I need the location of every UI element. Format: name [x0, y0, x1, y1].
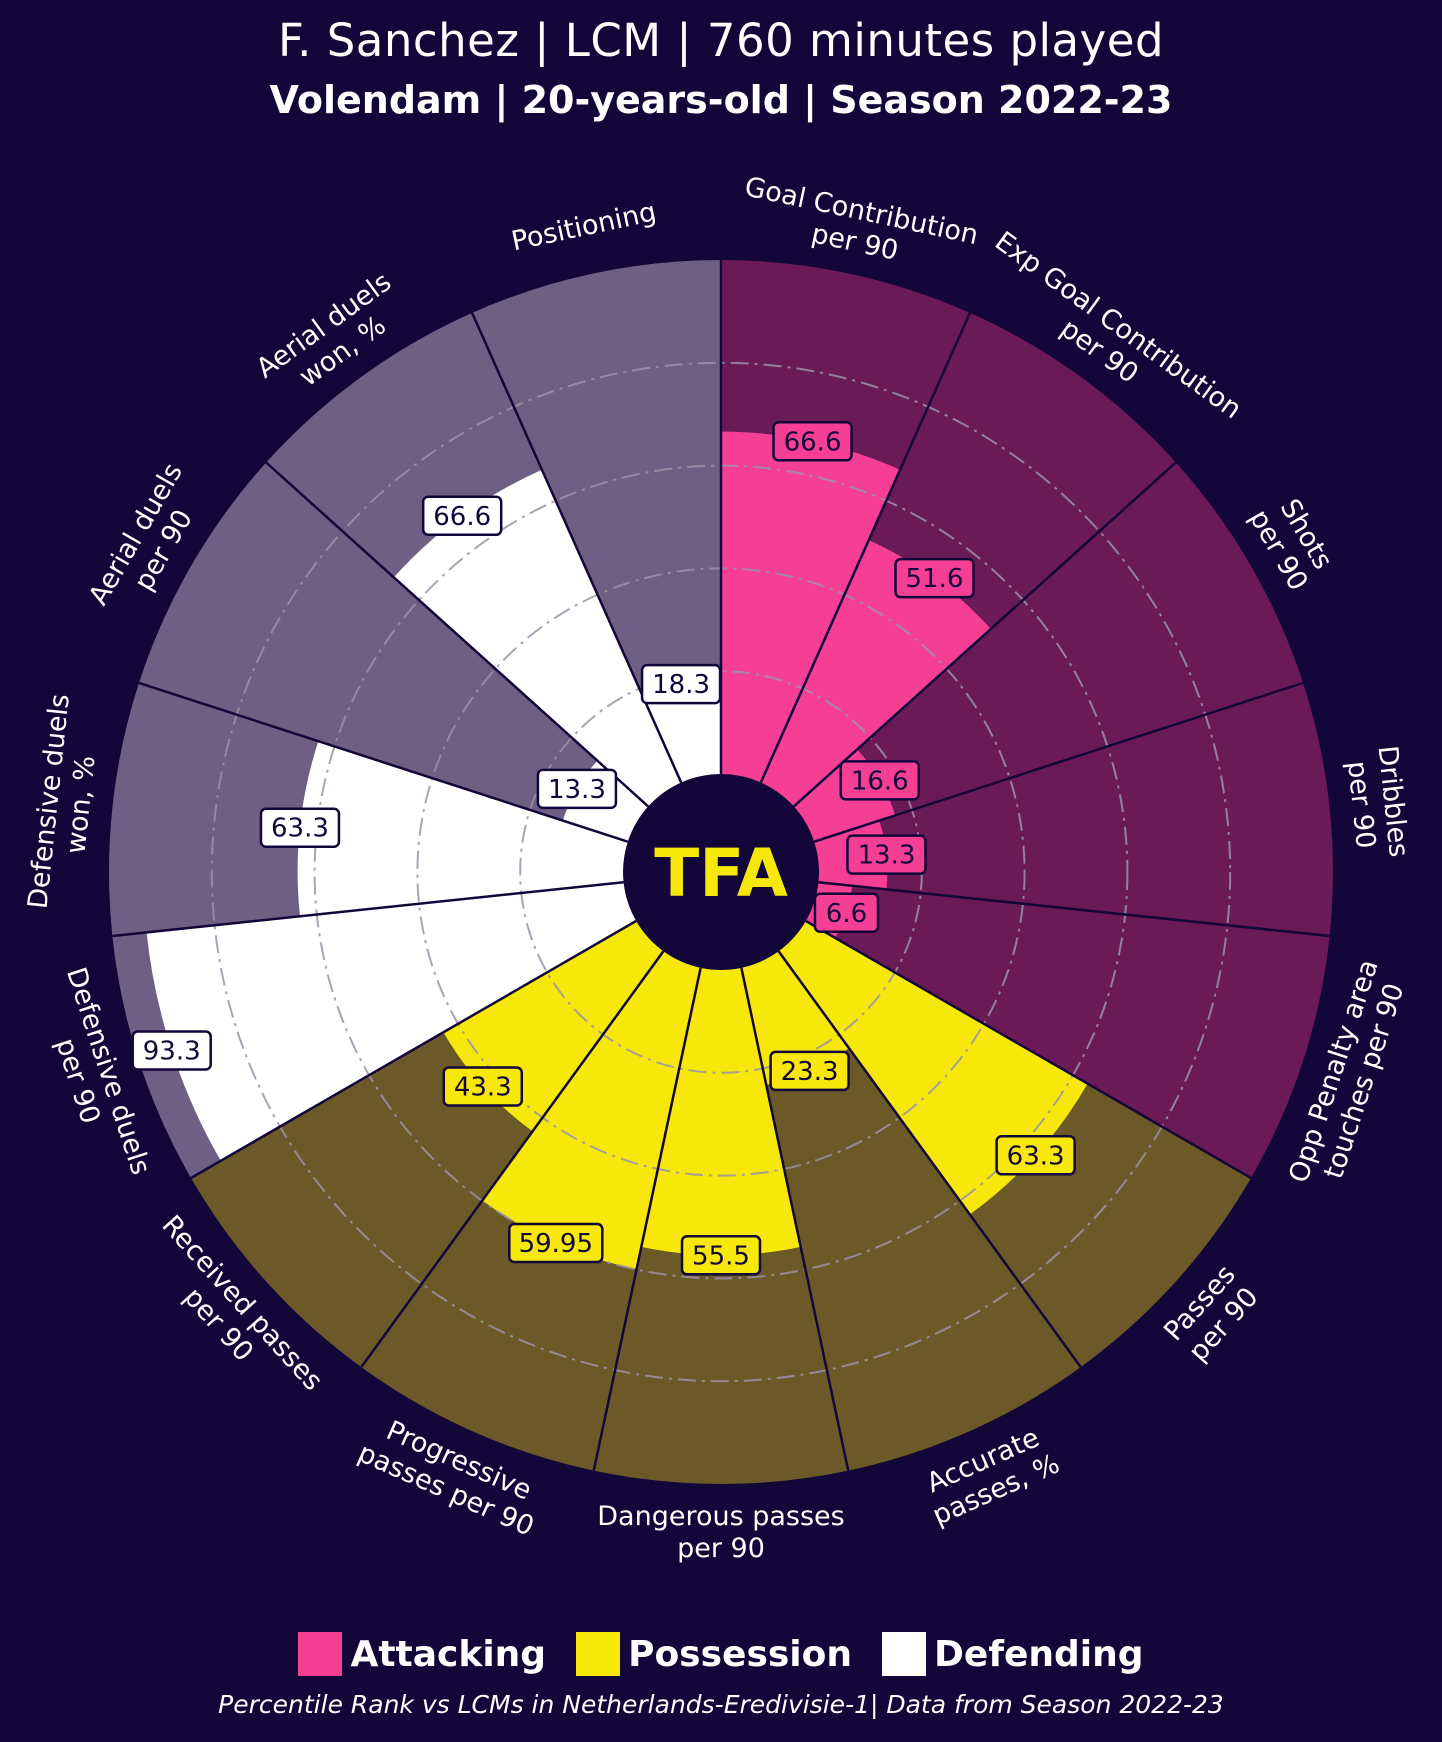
background-wedge — [805, 882, 1330, 1178]
footer-note: Percentile Rank vs LCMs in Netherlands-E… — [218, 1690, 1224, 1719]
value-label: 63.3 — [1007, 1141, 1065, 1171]
value-label: 13.3 — [548, 775, 606, 805]
separator-line — [265, 461, 650, 808]
value-bar — [297, 741, 628, 917]
legend-label-attacking: Attacking — [350, 1633, 547, 1675]
chart-title: F. Sanchez | LCM | 760 minutes played — [277, 14, 1165, 67]
value-label-box — [508, 1222, 604, 1264]
separator-line — [190, 919, 637, 1180]
category-label: Dribblesper 90 — [1340, 744, 1414, 862]
value-label: 43.3 — [454, 1072, 512, 1102]
value-label-box — [680, 1235, 762, 1276]
value-label: 13.3 — [858, 841, 916, 871]
value-label: 51.6 — [906, 564, 964, 594]
value-label: 55.5 — [692, 1241, 750, 1271]
category-label: Positioning — [509, 196, 659, 257]
category-label-line: Positioning — [509, 196, 659, 257]
value-label: 16.6 — [851, 766, 909, 796]
separator-line — [592, 967, 702, 1471]
value-bar — [760, 540, 991, 807]
value-label-box — [894, 557, 975, 599]
value-label-box — [259, 807, 341, 848]
grid-circle — [210, 361, 1232, 1383]
background-wedge — [472, 260, 721, 783]
legend-swatch-attacking — [298, 1632, 343, 1676]
value-bar — [641, 967, 801, 1256]
value-label-box — [846, 834, 927, 875]
legend: Attacking Possession Defending — [0, 1632, 1442, 1676]
separator-line — [805, 919, 1252, 1180]
value-bar — [393, 469, 682, 807]
legend-item-possession: Possession — [576, 1632, 852, 1676]
value-label-box — [536, 768, 618, 810]
value-label: 23.3 — [781, 1057, 839, 1087]
separator-line — [740, 967, 850, 1471]
value-label-box — [813, 892, 880, 934]
value-label: 63.3 — [271, 814, 329, 844]
value-label: 18.3 — [652, 670, 710, 700]
legend-label-defending: Defending — [934, 1633, 1144, 1675]
separator-line — [112, 881, 624, 938]
legend-label-possession: Possession — [628, 1633, 853, 1675]
value-label-box — [772, 421, 853, 462]
separator-line — [759, 312, 972, 783]
separator-line — [818, 881, 1330, 938]
category-label-line: Dangerous passes — [597, 1501, 844, 1532]
category-label: Defensive duelswon, % — [23, 692, 108, 913]
separator-line — [138, 681, 629, 843]
background-wedge — [138, 462, 649, 842]
background-wedge — [814, 682, 1333, 936]
value-label: 93.3 — [143, 1036, 201, 1066]
legend-swatch-possession — [576, 1632, 621, 1676]
value-label-box — [442, 1066, 524, 1107]
category-label-line: per 90 — [677, 1533, 765, 1564]
category-label: Dangerous passes per 90 — [597, 1501, 844, 1564]
value-label-box — [995, 1135, 1076, 1176]
value-label-box — [131, 1030, 212, 1071]
value-bar — [721, 431, 901, 783]
value-label: 6.6 — [826, 899, 867, 929]
value-label-box — [769, 1050, 850, 1092]
value-bar — [642, 679, 721, 783]
legend-item-defending: Defending — [882, 1632, 1144, 1676]
background-wedge — [793, 462, 1304, 842]
center-logo: TFA — [654, 835, 788, 912]
value-label-box — [640, 663, 722, 705]
value-bar — [146, 882, 637, 1161]
value-label: 66.6 — [433, 502, 491, 532]
value-label-box — [421, 495, 503, 537]
legend-swatch-defending — [882, 1632, 927, 1676]
center-circle — [633, 784, 809, 960]
separator-line — [813, 681, 1304, 843]
value-bar — [482, 951, 701, 1270]
legend-item-attacking: Attacking — [298, 1632, 546, 1676]
value-label-box — [839, 760, 921, 801]
value-label: 66.6 — [784, 427, 842, 457]
separator-line — [777, 950, 1082, 1368]
value-label: 59.95 — [519, 1229, 593, 1259]
chart-subtitle: Volendam | 20-years-old | Season 2022-23 — [269, 78, 1173, 122]
separator-line — [360, 950, 665, 1368]
separator-line — [792, 461, 1177, 808]
